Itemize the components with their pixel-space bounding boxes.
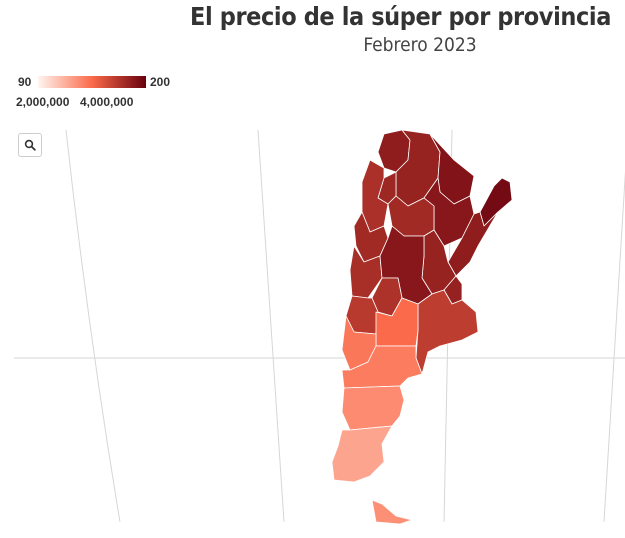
- province-misiones[interactable]: Misiones: [479, 177, 513, 227]
- province-santa-cruz[interactable]: Santa Cruz: [331, 425, 393, 483]
- map-subtitle: Febrero 2023: [363, 34, 477, 56]
- graticule: [14, 129, 625, 523]
- province-san-juan[interactable]: San Juan: [349, 245, 383, 299]
- province-catamarca[interactable]: Catamarca: [361, 159, 389, 233]
- legend-color-ramp: [38, 76, 146, 88]
- legend-color-max: 200: [150, 75, 171, 89]
- legend-color-min: 90: [18, 75, 32, 89]
- province-tierra-del-fuego[interactable]: Tierra del Fuego: [371, 499, 413, 525]
- province-layer[interactable]: JujuySaltaFormosaMisionesChacoTucumánCat…: [331, 129, 513, 525]
- legend-size-small: 2,000,000: [16, 95, 70, 109]
- map-title: El precio de la súper por provincia: [190, 2, 611, 31]
- legend-size-large: 4,000,000: [80, 95, 134, 109]
- map-legend: 90 200 2,000,000 4,000,000: [16, 72, 186, 112]
- province-chubut[interactable]: Chubut: [341, 385, 405, 431]
- zoom-button[interactable]: [18, 133, 42, 157]
- search-icon: [24, 139, 36, 151]
